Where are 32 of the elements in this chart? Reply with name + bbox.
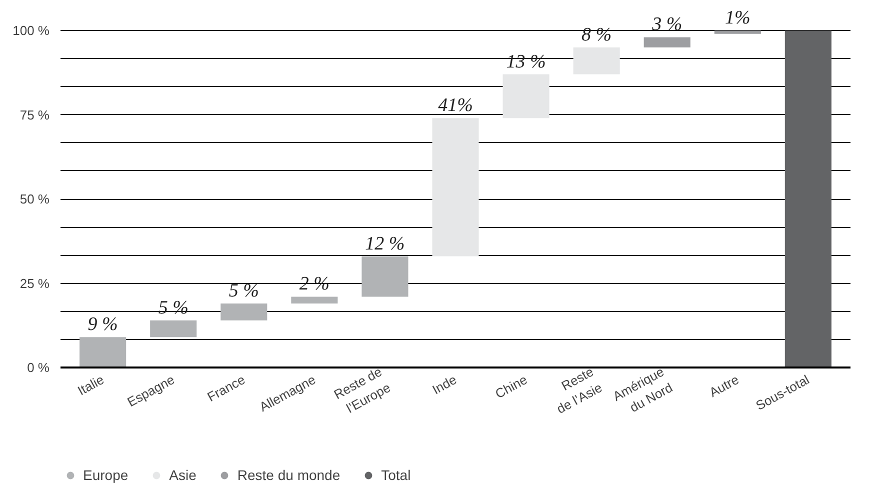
x-tick-label: Reste de l’Asie — [554, 364, 604, 417]
y-tick-label: 100 % — [12, 23, 50, 38]
text: 3 % — [652, 14, 682, 36]
x-tick-label: Autre — [706, 372, 742, 400]
y-tick-label: 50 % — [20, 192, 50, 206]
bar — [502, 74, 550, 118]
bar — [714, 30, 761, 34]
y-tick-label: 25 % — [20, 276, 50, 291]
bar — [80, 337, 126, 368]
bar — [362, 256, 408, 297]
y-tick-label: 75 % — [20, 107, 50, 122]
text: 41% — [438, 95, 473, 116]
text: 12 % — [365, 233, 405, 254]
bar — [150, 320, 197, 338]
legend-label: Reste du monde — [237, 467, 340, 483]
x-tick-label: Italie — [75, 372, 106, 398]
x-tick-label: Chine — [492, 372, 530, 402]
bar — [432, 118, 479, 256]
bar — [573, 47, 620, 74]
bar — [291, 296, 338, 304]
bar — [220, 303, 268, 320]
legend-label: Europe — [83, 467, 128, 483]
legend-label: Asie — [169, 467, 196, 483]
text: 1% — [724, 8, 750, 28]
bar — [644, 37, 690, 48]
text: 8 % — [582, 24, 612, 46]
y-tick-label: 0 % — [27, 360, 50, 375]
text: 9 % — [88, 314, 118, 336]
x-tick-label: Inde — [430, 372, 460, 398]
legend-label: Total — [381, 467, 411, 483]
bar — [784, 30, 832, 368]
text: 5 % — [228, 280, 259, 302]
